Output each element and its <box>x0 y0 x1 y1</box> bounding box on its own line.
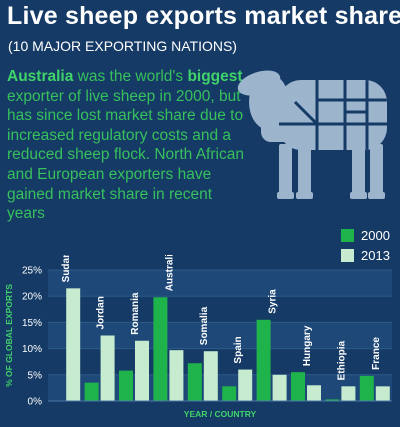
category-label-jordan: Jordan <box>96 296 107 329</box>
bar-chart: 0% 5% 10% 15% 20% 25% Sudan Jordan Romania Austra… <box>4 255 392 419</box>
y-tick-label: 20% <box>22 292 42 303</box>
bar-2000-spain <box>222 386 237 401</box>
legend-swatch-2013 <box>341 248 354 262</box>
legend-label-2013: 2013 <box>361 247 390 263</box>
intro-text-part1: was the world's <box>73 68 188 85</box>
bar-2000-jordan <box>84 382 99 401</box>
bar-2013-somalia <box>203 351 218 401</box>
x-axis-title: YEAR / COUNTRY <box>184 409 257 419</box>
grid-band <box>48 270 392 297</box>
bar-2013-sudan <box>66 288 81 401</box>
chart-title: Live sheep exports market share <box>7 2 400 30</box>
bar-2000-australia <box>153 297 168 401</box>
category-label-syria: Syria <box>268 289 279 314</box>
sheep-meat-cuts-icon <box>237 70 387 199</box>
category-label-sudan: Sudan <box>61 255 72 282</box>
intro-highlight-word: biggest <box>187 68 243 85</box>
bar-2013-france <box>375 386 390 401</box>
bar-2013-spain <box>238 369 253 401</box>
category-label-ethiopia: Ethiopia <box>336 340 347 380</box>
sheep-cut-lines <box>279 80 387 150</box>
y-tick-label: 0% <box>28 397 43 408</box>
category-label-spain: Spain <box>233 336 244 363</box>
chart-subtitle: (10 MAJOR EXPORTING NATIONS) <box>8 38 237 54</box>
chart-legend: 2000 2013 <box>341 225 390 265</box>
category-label-romania: Romania <box>130 292 141 335</box>
legend-swatch-2000 <box>341 228 354 242</box>
legend-item-2013: 2013 <box>341 245 390 265</box>
category-label-australia: Australia <box>164 255 175 291</box>
bar-2013-romania <box>135 340 149 401</box>
legend-item-2000: 2000 <box>341 225 390 245</box>
bar-2000-syria <box>256 319 271 401</box>
intro-highlight-country: Australia <box>7 68 74 85</box>
category-label-somalia: Somalia <box>199 306 210 345</box>
y-axis-title: % OF GLOBAL EXPORTS <box>4 284 14 387</box>
bar-2000-hungary <box>291 372 305 401</box>
sheep-silhouette <box>237 70 387 199</box>
bar-2013-jordan <box>100 335 115 401</box>
bar-2013-ethiopia <box>341 386 356 401</box>
y-tick-label: 25% <box>22 266 42 277</box>
y-tick-label: 15% <box>22 318 42 329</box>
bar-2000-france <box>359 375 374 401</box>
bar-2013-syria <box>272 374 287 401</box>
bar-2000-somalia <box>187 363 202 401</box>
intro-text-part2: exporter of live sheep in 2000, but has … <box>7 87 244 223</box>
y-tick-label: 5% <box>28 370 43 381</box>
bar-2000-ethiopia <box>325 399 340 401</box>
category-label-france: France <box>371 337 382 370</box>
category-label-hungary: Hungary <box>302 325 313 366</box>
intro-paragraph: Australia was the world's biggest export… <box>7 67 247 224</box>
y-tick-label: 10% <box>22 344 42 355</box>
bar-2013-hungary <box>307 385 321 401</box>
legend-label-2000: 2000 <box>361 227 390 243</box>
bar-2013-australia <box>169 350 184 401</box>
bar-2000-romania <box>119 370 133 401</box>
